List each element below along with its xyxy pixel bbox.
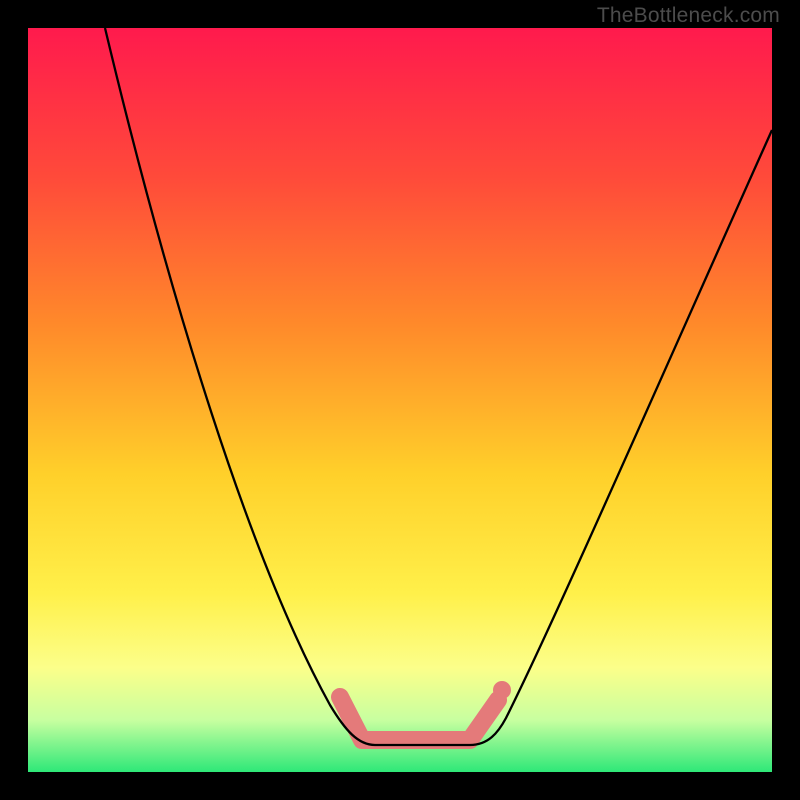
chart-svg xyxy=(0,0,800,800)
bottleneck-marker xyxy=(340,697,498,740)
bottleneck-marker-dot xyxy=(493,681,511,699)
v-curve xyxy=(105,28,772,745)
watermark-text: TheBottleneck.com xyxy=(597,4,780,28)
